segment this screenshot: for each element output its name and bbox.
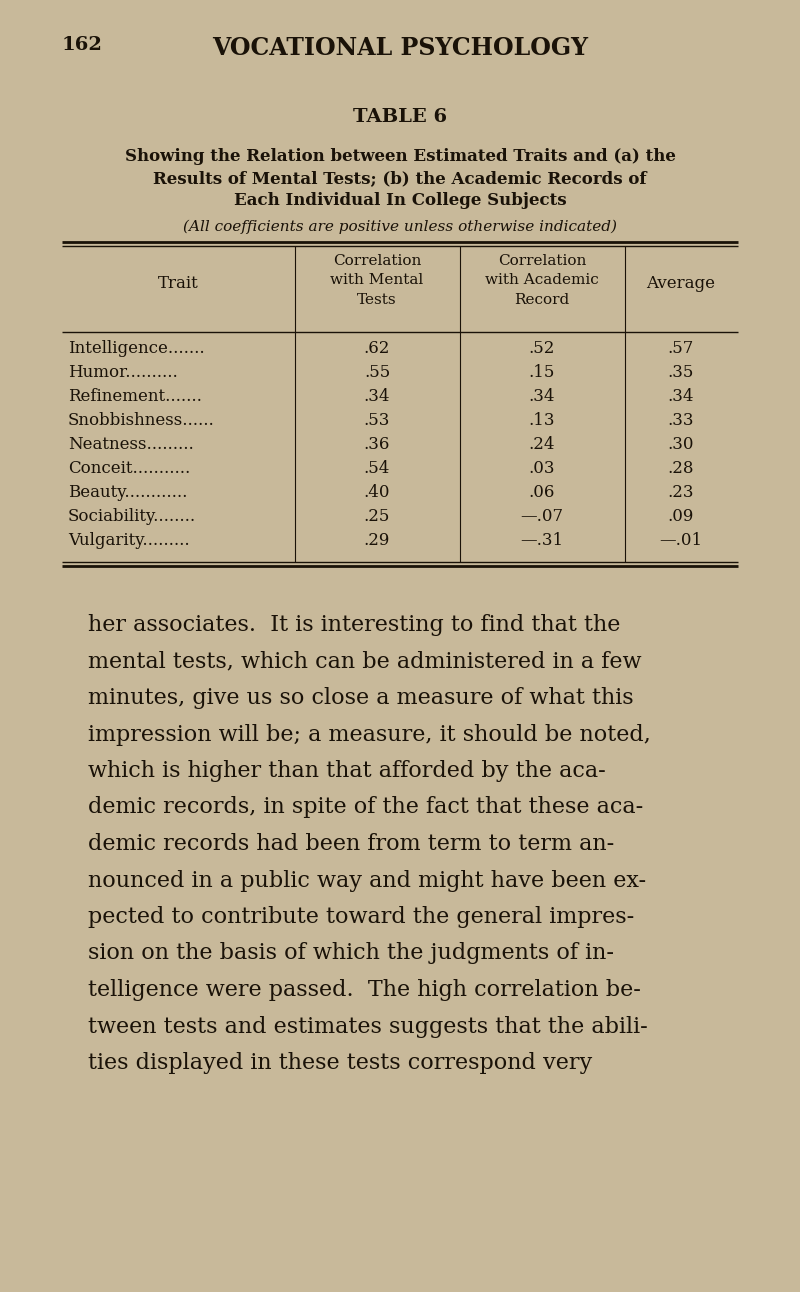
Text: Refinement.......: Refinement....... (68, 388, 202, 404)
Text: .28: .28 (668, 460, 694, 477)
Text: .13: .13 (529, 412, 555, 429)
Text: 162: 162 (62, 36, 103, 54)
Text: Neatness.........: Neatness......... (68, 435, 194, 453)
Text: her associates.  It is interesting to find that the: her associates. It is interesting to fin… (88, 614, 620, 636)
Text: telligence were passed.  The high correlation be-: telligence were passed. The high correla… (88, 979, 641, 1001)
Text: .40: .40 (364, 484, 390, 501)
Text: .34: .34 (668, 388, 694, 404)
Text: .54: .54 (364, 460, 390, 477)
Text: .30: .30 (668, 435, 694, 453)
Text: Beauty............: Beauty............ (68, 484, 187, 501)
Text: which is higher than that afforded by the aca-: which is higher than that afforded by th… (88, 760, 606, 782)
Text: Showing the Relation between Estimated Traits and (a) the: Showing the Relation between Estimated T… (125, 149, 675, 165)
Text: Snobbishness......: Snobbishness...... (68, 412, 214, 429)
Text: ties displayed in these tests correspond very: ties displayed in these tests correspond… (88, 1052, 592, 1074)
Text: .06: .06 (529, 484, 555, 501)
Text: Sociability........: Sociability........ (68, 508, 196, 525)
Text: .03: .03 (529, 460, 555, 477)
Text: —.07: —.07 (521, 508, 563, 525)
Text: .62: .62 (364, 340, 390, 357)
Text: Results of Mental Tests; (b) the Academic Records of: Results of Mental Tests; (b) the Academi… (154, 171, 646, 187)
Text: demic records, in spite of the fact that these aca-: demic records, in spite of the fact that… (88, 796, 643, 819)
Text: .55: .55 (364, 364, 390, 381)
Text: demic records had been from term to term an-: demic records had been from term to term… (88, 833, 614, 855)
Text: .25: .25 (364, 508, 390, 525)
Text: Correlation
with Mental
Tests: Correlation with Mental Tests (330, 255, 424, 307)
Text: .09: .09 (668, 508, 694, 525)
Text: Conceit...........: Conceit........... (68, 460, 190, 477)
Text: Correlation
with Academic
Record: Correlation with Academic Record (485, 255, 599, 307)
Text: .57: .57 (668, 340, 694, 357)
Text: Intelligence.......: Intelligence....... (68, 340, 205, 357)
Text: .36: .36 (364, 435, 390, 453)
Text: —.31: —.31 (521, 532, 563, 549)
Text: mental tests, which can be administered in a few: mental tests, which can be administered … (88, 650, 642, 673)
Text: Average: Average (646, 275, 715, 292)
Text: .29: .29 (364, 532, 390, 549)
Text: nounced in a public way and might have been ex-: nounced in a public way and might have b… (88, 870, 646, 891)
Text: .52: .52 (529, 340, 555, 357)
Text: (All coefficients are positive unless otherwise indicated): (All coefficients are positive unless ot… (183, 220, 617, 234)
Text: .34: .34 (529, 388, 555, 404)
Text: TABLE 6: TABLE 6 (353, 109, 447, 127)
Text: .34: .34 (364, 388, 390, 404)
Text: .53: .53 (364, 412, 390, 429)
Text: .33: .33 (668, 412, 694, 429)
Text: Each Individual In College Subjects: Each Individual In College Subjects (234, 193, 566, 209)
Text: pected to contribute toward the general impres-: pected to contribute toward the general … (88, 906, 634, 928)
Text: .15: .15 (529, 364, 555, 381)
Text: impression will be; a measure, it should be noted,: impression will be; a measure, it should… (88, 724, 651, 745)
Text: tween tests and estimates suggests that the abili-: tween tests and estimates suggests that … (88, 1016, 648, 1037)
Text: .35: .35 (668, 364, 694, 381)
Text: Humor..........: Humor.......... (68, 364, 178, 381)
Text: —.01: —.01 (659, 532, 702, 549)
Text: VOCATIONAL PSYCHOLOGY: VOCATIONAL PSYCHOLOGY (212, 36, 588, 59)
Text: .23: .23 (668, 484, 694, 501)
Text: sion on the basis of which the judgments of in-: sion on the basis of which the judgments… (88, 942, 614, 965)
Text: Vulgarity.........: Vulgarity......... (68, 532, 190, 549)
Text: minutes, give us so close a measure of what this: minutes, give us so close a measure of w… (88, 687, 634, 709)
Text: .24: .24 (529, 435, 555, 453)
Text: Trait: Trait (158, 275, 198, 292)
